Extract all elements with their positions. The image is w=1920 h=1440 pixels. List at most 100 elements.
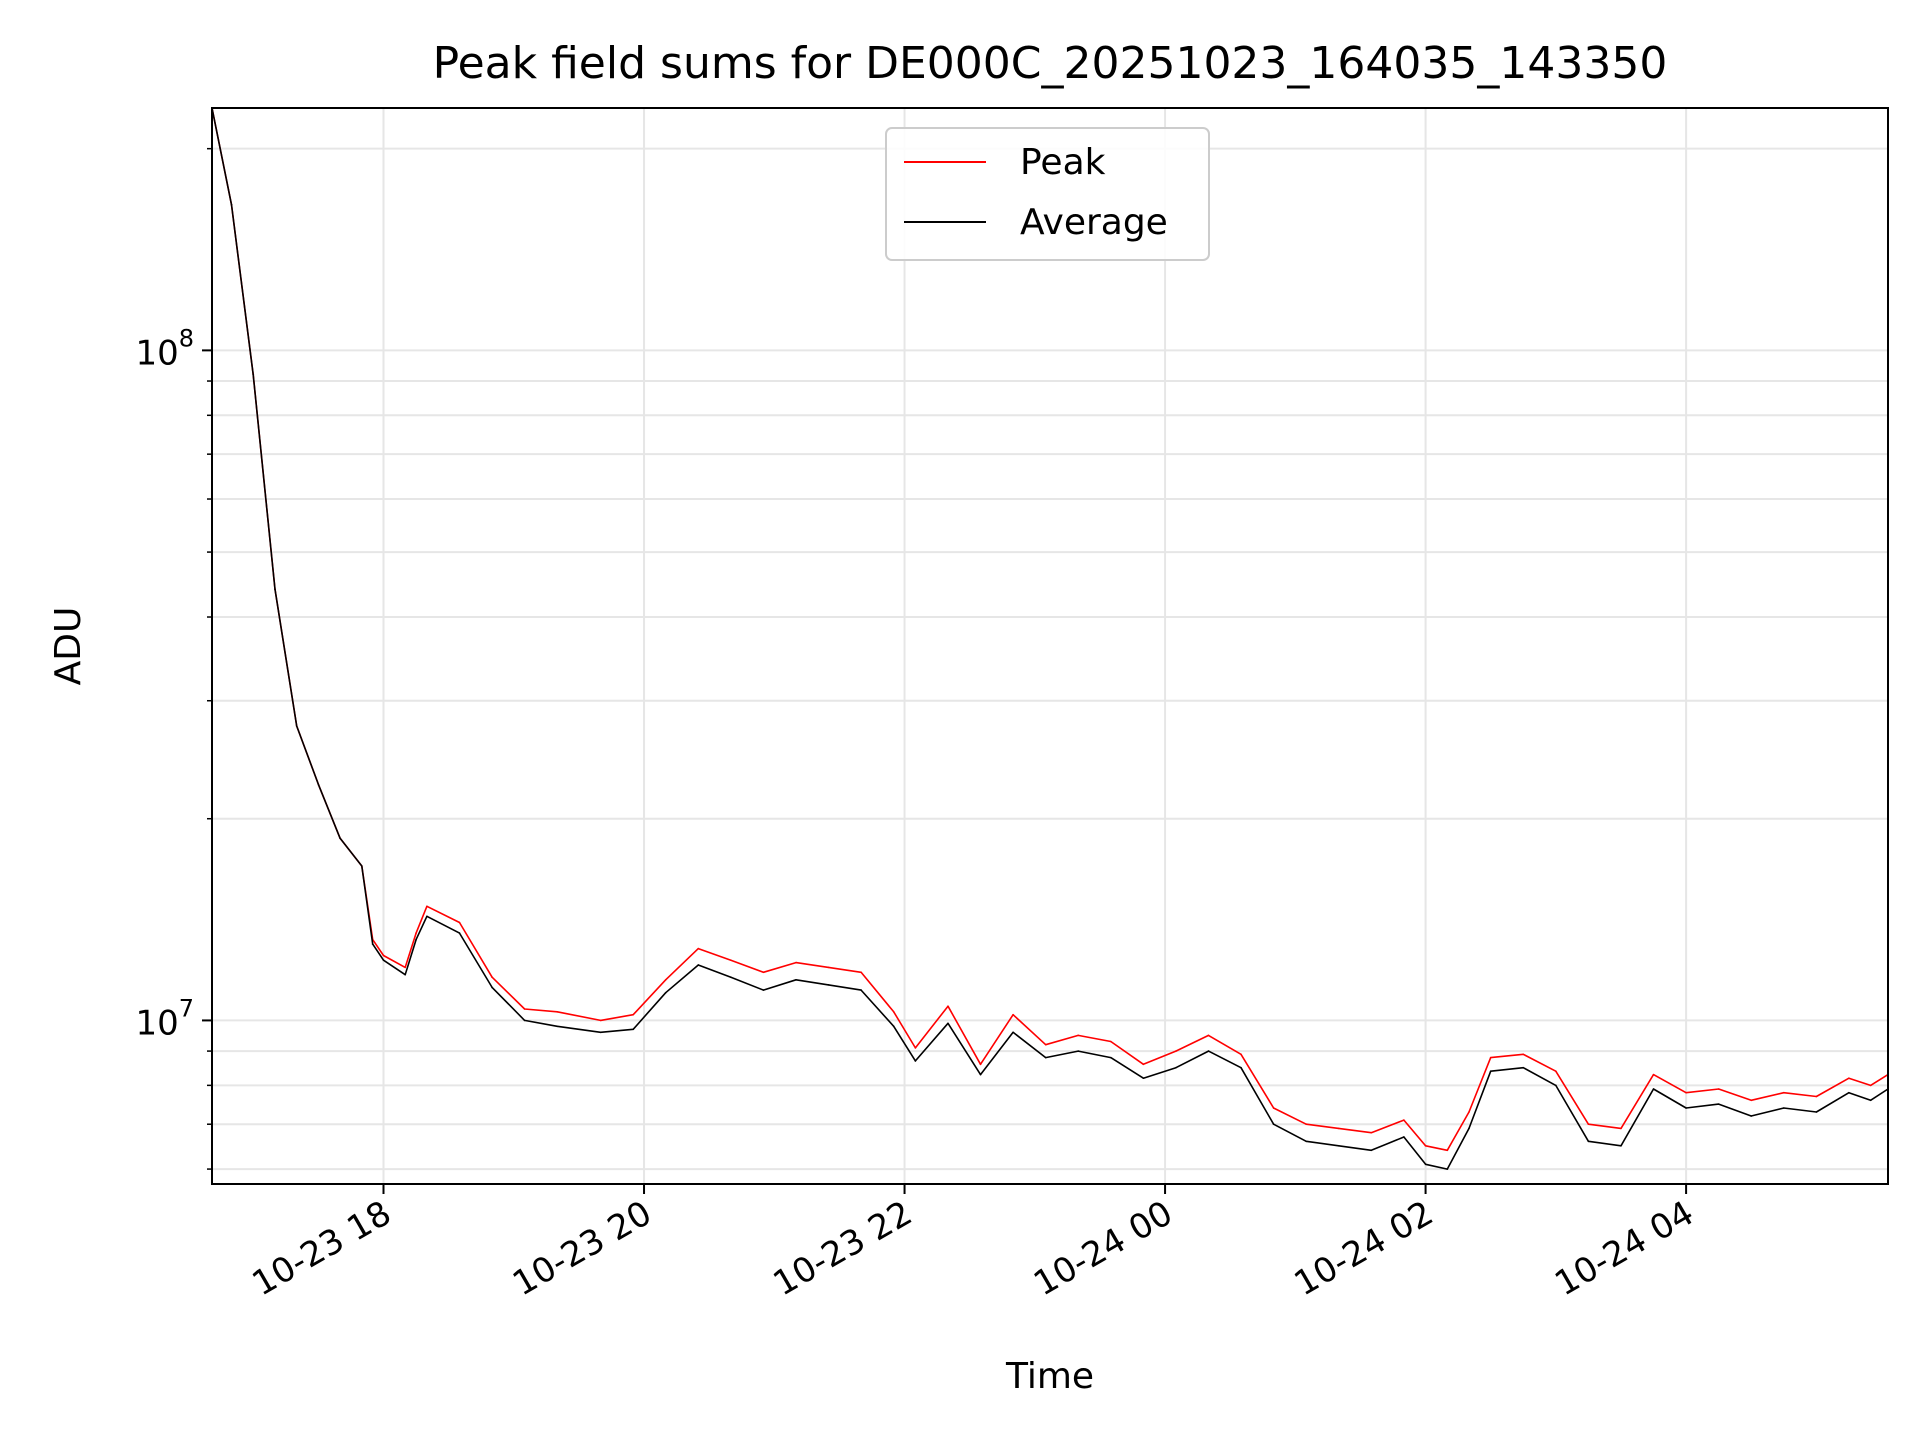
series-point-peak bbox=[1468, 1111, 1470, 1113]
series-point-peak bbox=[1489, 1056, 1492, 1059]
legend-label-average: Average bbox=[1020, 202, 1168, 243]
series-point-average bbox=[1446, 1168, 1449, 1170]
grid bbox=[212, 108, 1888, 1184]
y-axis-label: ADU bbox=[48, 607, 89, 686]
series-point-average bbox=[1468, 1127, 1470, 1130]
series-point-peak bbox=[697, 947, 700, 950]
series-point-peak bbox=[1782, 1091, 1785, 1094]
plot-area-frame bbox=[211, 107, 1889, 1185]
series-point-peak bbox=[1869, 1084, 1872, 1087]
series-line-peak bbox=[211, 107, 1889, 1152]
series-point-peak bbox=[426, 905, 428, 908]
series-point-average bbox=[1587, 1140, 1590, 1143]
series-point-peak bbox=[404, 966, 407, 969]
series-point-average bbox=[317, 783, 320, 786]
series-point-average bbox=[426, 915, 428, 918]
series-point-average bbox=[1652, 1088, 1655, 1090]
series-point-average bbox=[827, 984, 830, 986]
series-point-average bbox=[795, 978, 797, 981]
y-tick-label: 108 bbox=[135, 324, 194, 373]
series-point-peak bbox=[1446, 1149, 1449, 1152]
series-layer bbox=[211, 107, 1889, 1170]
series-point-peak bbox=[415, 932, 417, 934]
series-point-peak bbox=[1337, 1127, 1340, 1130]
series-point-peak bbox=[1207, 1034, 1210, 1037]
series-point-average bbox=[762, 989, 765, 991]
series-point-average bbox=[415, 938, 417, 941]
series-point-peak bbox=[1522, 1053, 1525, 1056]
series-point-average bbox=[1077, 1050, 1080, 1052]
series-point-average bbox=[1782, 1107, 1785, 1109]
series-point-peak bbox=[1305, 1123, 1307, 1126]
series-point-average bbox=[1869, 1099, 1872, 1102]
series-point-average bbox=[947, 1022, 949, 1025]
series-point-average bbox=[1207, 1050, 1210, 1052]
series-point-average bbox=[1305, 1140, 1307, 1143]
series-point-peak bbox=[1403, 1119, 1405, 1121]
series-point-peak bbox=[914, 1047, 917, 1049]
series-point-average bbox=[599, 1031, 602, 1034]
series-point-peak bbox=[1424, 1144, 1427, 1147]
series-point-peak bbox=[1620, 1127, 1622, 1130]
y-tick-label-base: 10 bbox=[135, 333, 178, 373]
series-point-average bbox=[1240, 1066, 1242, 1069]
y-tick-label-exponent: 8 bbox=[179, 324, 194, 352]
series-point-peak bbox=[892, 1011, 895, 1013]
series-point-peak bbox=[1652, 1073, 1655, 1076]
series-point-average bbox=[252, 373, 255, 376]
series-point-average bbox=[979, 1073, 982, 1076]
y-tick-label: 107 bbox=[135, 994, 194, 1043]
series-point-average bbox=[1750, 1115, 1753, 1117]
series-point-peak bbox=[1044, 1043, 1047, 1046]
series-point-average bbox=[1489, 1070, 1492, 1072]
series-point-peak bbox=[491, 976, 493, 979]
series-point-peak bbox=[979, 1063, 982, 1066]
series-point-peak bbox=[795, 961, 797, 964]
series-point-peak bbox=[1750, 1099, 1753, 1102]
series-point-peak bbox=[556, 1011, 558, 1013]
series-point-average bbox=[523, 1019, 526, 1022]
series-point-average bbox=[1109, 1056, 1112, 1059]
series-point-peak bbox=[1077, 1034, 1080, 1037]
series-point-average bbox=[914, 1060, 917, 1062]
series-point-average bbox=[1272, 1123, 1275, 1126]
legend: Peak Average bbox=[885, 127, 1210, 261]
series-point-peak bbox=[382, 954, 385, 957]
series-point-peak bbox=[632, 1013, 634, 1016]
series-point-average bbox=[1685, 1107, 1687, 1109]
series-point-average bbox=[382, 959, 385, 961]
series-point-average bbox=[730, 976, 732, 979]
series-point-average bbox=[274, 588, 276, 591]
series-point-peak bbox=[1587, 1123, 1590, 1126]
series-point-average bbox=[1620, 1144, 1622, 1147]
series-point-peak bbox=[1175, 1050, 1177, 1052]
series-point-average bbox=[295, 725, 298, 727]
series-point-peak bbox=[1109, 1040, 1112, 1043]
series-point-peak bbox=[1272, 1107, 1275, 1109]
y-tick-label-exponent: 7 bbox=[179, 994, 194, 1022]
series-point-average bbox=[1424, 1163, 1427, 1166]
series-point-peak bbox=[730, 959, 732, 961]
series-point-peak bbox=[599, 1019, 602, 1022]
series-point-average bbox=[892, 1025, 895, 1028]
series-point-average bbox=[1815, 1111, 1818, 1113]
series-point-peak bbox=[1815, 1095, 1818, 1098]
series-point-average bbox=[1142, 1077, 1145, 1079]
series-point-average bbox=[1717, 1103, 1720, 1105]
series-point-average bbox=[371, 943, 374, 945]
series-point-average bbox=[1848, 1091, 1850, 1094]
series-point-peak bbox=[1012, 1013, 1014, 1016]
series-point-average bbox=[556, 1025, 558, 1028]
series-point-average bbox=[1012, 1031, 1014, 1034]
series-point-peak bbox=[1142, 1063, 1145, 1066]
series-point-average bbox=[1370, 1149, 1373, 1152]
series-point-peak bbox=[458, 921, 461, 924]
y-tick-label-base: 10 bbox=[135, 1003, 178, 1043]
series-point-peak bbox=[1240, 1053, 1242, 1056]
series-line-average bbox=[211, 107, 1889, 1170]
series-point-peak bbox=[947, 1005, 949, 1008]
series-point-average bbox=[1175, 1066, 1177, 1069]
series-point-average bbox=[339, 837, 341, 840]
